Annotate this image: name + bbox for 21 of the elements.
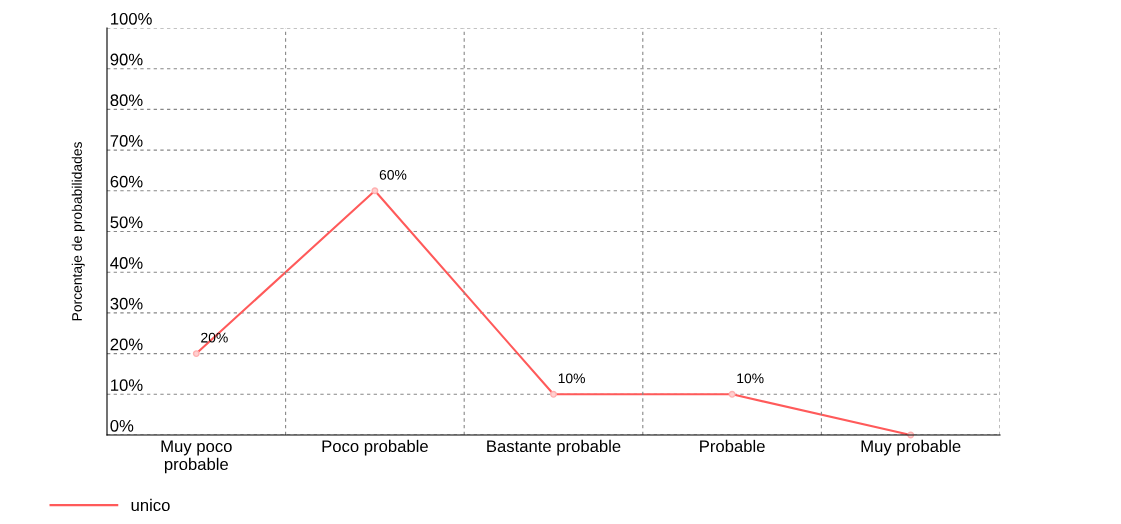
y-tick-label: 0% [110,419,134,432]
y-tick-label: 100% [111,12,152,25]
data-label: 60% [379,169,407,180]
x-tick-label: Probable [700,439,765,453]
y-axis-title: Porcentaje de probabilidades [71,142,85,321]
y-tick-label: 60% [110,175,143,188]
legend-label: unico [131,498,170,512]
y-tick-label: 10% [111,379,143,392]
y-tick-label: 50% [110,216,143,229]
data-label: 10% [558,373,585,384]
y-tick-label: 90% [110,53,143,66]
y-tick-label: 40% [110,257,143,269]
y-tick-label: 80% [110,94,143,107]
data-label: 10% [737,373,764,384]
y-tick-label: 70% [110,135,143,147]
x-tick-label: Bastante probable [487,439,621,456]
x-tick-label: Poco probable [322,439,428,456]
y-tick-label: 30% [110,297,143,310]
x-tick-label: Muy probable [861,439,961,456]
x-tick-label: Muy poco probable [161,440,232,474]
y-tick-label: 20% [110,338,143,351]
